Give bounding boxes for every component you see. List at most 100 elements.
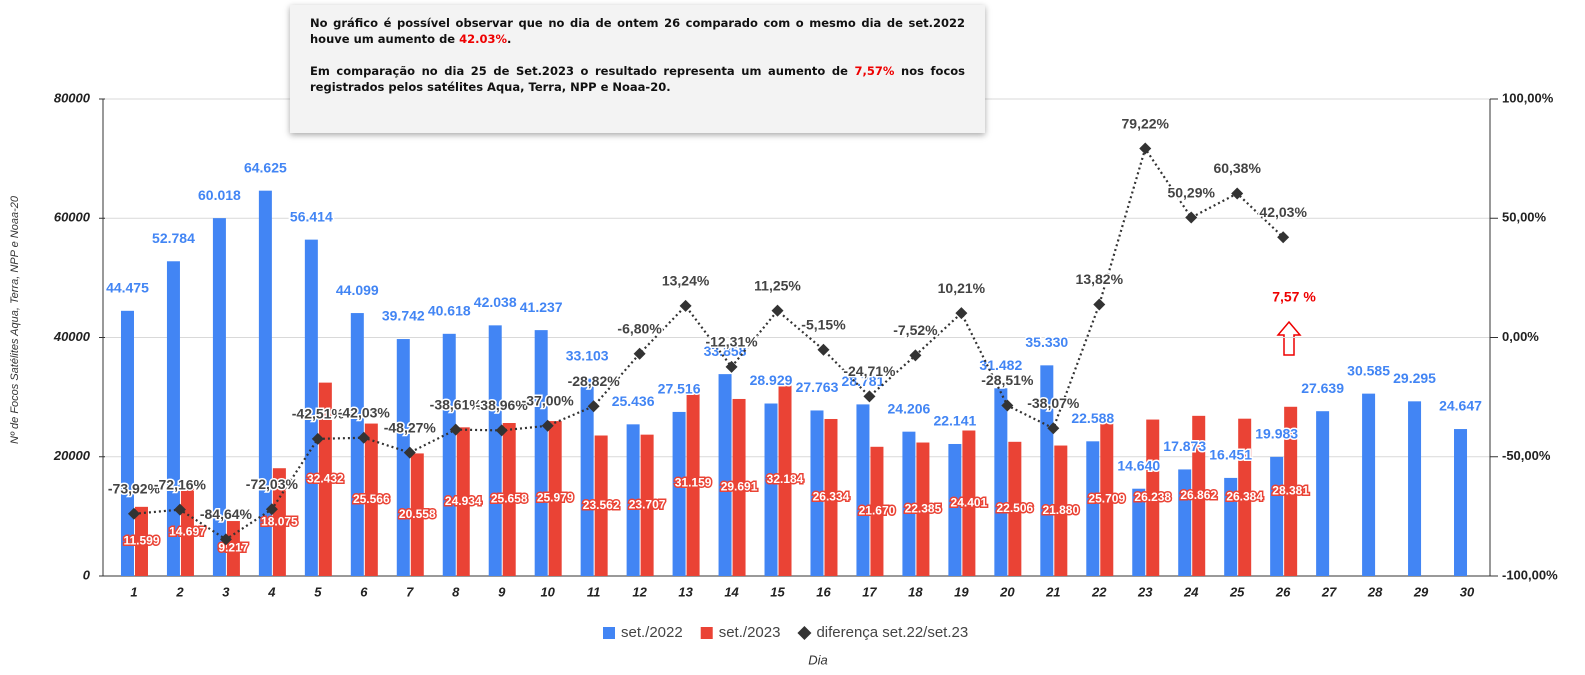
legend-label: diferença set.22/set.23 [816,624,968,641]
bar-value-label: 29.295 [1393,370,1436,386]
bar-value-label: 27.516 [658,381,701,397]
bar [870,446,884,576]
marker [219,533,232,546]
bar [1040,365,1054,576]
bar-value-label: 24.206 [888,400,931,416]
bar [672,411,686,576]
marker [449,423,462,436]
point-value-label: -5,15% [801,316,846,332]
bar [1192,415,1206,576]
legend-swatch [797,626,812,640]
bar [410,453,424,576]
bar [134,506,148,576]
y2-tick-label: 50,00% [1502,210,1547,225]
x-tick-label: 6 [360,584,368,599]
bar [212,218,226,576]
y-tick-label: 40000 [53,329,91,344]
point-value-label: 10,21% [938,280,986,296]
x-tick-label: 11 [587,584,601,599]
x-tick-label: 20 [999,584,1015,599]
bar [626,424,640,576]
point-value-label: 60,38% [1213,160,1261,176]
bar-value-label: 27.763 [796,379,839,395]
bar [778,384,792,576]
bar-value-label: 31.159 [675,475,712,489]
marker [311,432,324,445]
marker [633,347,646,360]
bar-value-label: 24.934 [445,494,482,508]
point-value-label: -6,80% [617,320,662,336]
bar-value-label: 22.506 [996,501,1033,515]
point-value-label: -42,03% [338,404,391,420]
marker [1185,211,1198,224]
bar [1284,406,1298,576]
bar-value-label: 24.647 [1439,398,1482,414]
bar [580,378,594,576]
bar [364,423,378,576]
x-tick-label: 13 [678,584,693,599]
x-tick-label: 22 [1091,584,1107,599]
point-value-label: -73,92% [108,481,161,497]
bar [488,325,502,576]
bar-value-label: 19.983 [1255,426,1298,442]
marker [679,299,692,312]
point-value-label: 11,25% [754,277,801,293]
x-tick-label: 26 [1275,584,1291,599]
bar-value-label: 52.784 [152,230,195,246]
point-value-label: 42,03% [1259,204,1307,220]
annotation-box: No gráfico é possível observar que no di… [290,5,985,133]
bar-value-label: 16.451 [1209,447,1252,463]
annotation-paragraph: No gráfico é possível observar que no di… [310,15,965,47]
marker [1093,298,1106,311]
annotation-paragraph: Em comparação no dia 25 de Set.2023 o re… [310,63,965,95]
bar [640,434,654,576]
y2-tick-label: -100,00% [1502,567,1558,582]
bar [350,313,364,576]
marker [909,349,922,362]
y-tick-label: 20000 [53,448,91,463]
bar-value-label: 30.585 [1347,362,1390,378]
bar-value-label: 41.237 [520,299,563,315]
bar [166,261,180,576]
bar [994,388,1008,576]
point-value-label: -48,27% [384,419,437,435]
marker [817,343,830,356]
bar-value-label: 44.475 [106,280,149,296]
x-tick-label: 23 [1137,584,1153,599]
x-tick-label: 29 [1413,584,1429,599]
bar [1270,456,1284,576]
point-value-label: -38,96% [476,397,529,413]
x-tick-label: 9 [498,584,506,599]
marker [541,419,554,432]
bar-value-label: 18.075 [261,514,298,528]
x-tick-label: 25 [1229,584,1245,599]
annotation-text: No gráfico é possível observar que no di… [310,16,965,46]
bar-value-label: 42.038 [474,294,517,310]
bar-value-label: 32.432 [307,471,344,485]
marker [1139,142,1152,155]
bar [1238,418,1252,576]
bar [686,390,700,576]
bar-value-label: 26.238 [1134,490,1171,504]
bar [1054,445,1068,576]
bar [318,382,332,576]
x-tick-label: 1 [130,584,137,599]
marker [587,400,600,413]
x-tick-label: 21 [1045,584,1060,599]
y-tick-label: 60000 [54,210,91,225]
x-axis-title: Dia [808,652,828,667]
bar [1008,441,1022,576]
marker [955,307,968,320]
point-value-label: -12,31% [705,334,758,350]
x-tick-label: 16 [816,584,831,599]
bar-value-label: 24.401 [951,495,988,509]
callout-arrow [1276,320,1302,356]
point-value-label: -38,61% [430,396,483,412]
bar [304,239,318,576]
y-axis-title: Nº de Focos Satélites Aqua, Terra, NPP e… [9,195,21,444]
bar-value-label: 22.385 [905,501,942,515]
point-value-label: 13,82% [1076,271,1124,287]
bar [810,410,824,576]
bar [1086,441,1100,576]
